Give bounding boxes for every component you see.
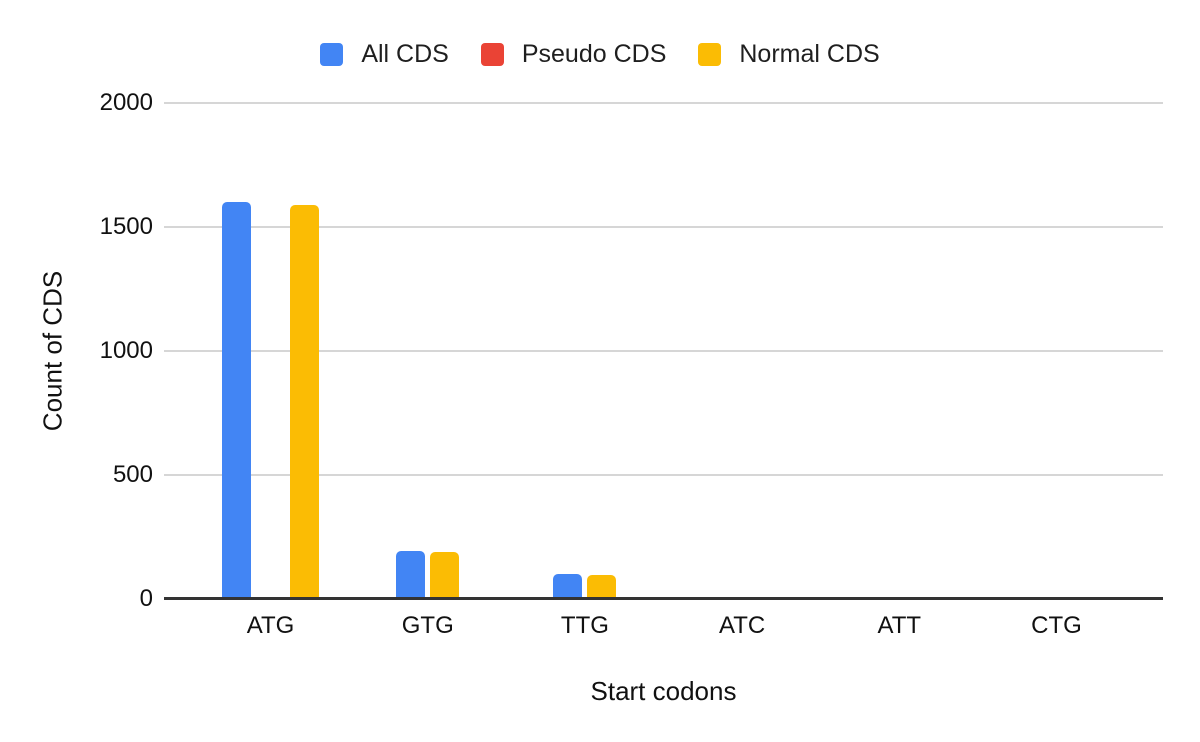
legend-label-pseudo-cds: Pseudo CDS	[521, 40, 667, 68]
bar-ttg-normal-cds	[587, 575, 617, 599]
bar-group-ctg	[978, 103, 1135, 599]
legend-item-pseudo-cds: Pseudo CDS	[480, 40, 667, 69]
y-tick-1500: 1500	[99, 213, 153, 240]
bar-atg-normal-cds	[290, 205, 320, 599]
gridline-1500	[164, 226, 1163, 228]
y-tick-0: 0	[139, 585, 153, 612]
legend-swatch-normal-cds	[698, 43, 722, 66]
legend-swatch-pseudo-cds	[480, 43, 504, 66]
legend-swatch-all-cds	[320, 43, 344, 66]
bar-group-atg	[192, 103, 349, 599]
bar-group-gtg	[349, 103, 506, 599]
category-label-ctg: CTG	[1031, 612, 1082, 639]
category-label-atc: ATC	[718, 612, 766, 639]
x-axis-title: Start codons	[590, 676, 737, 706]
legend-label-all-cds: All CDS	[361, 40, 449, 68]
bar-gtg-all-cds	[396, 551, 426, 599]
x-axis-baseline	[164, 597, 1163, 600]
category-label-gtg: GTG	[401, 612, 454, 639]
category-label-ttg: TTG	[560, 612, 609, 639]
bar-group-atc	[664, 103, 821, 599]
legend-label-normal-cds: Normal CDS	[739, 40, 880, 68]
bar-band	[192, 103, 1135, 599]
legend-item-normal-cds: Normal CDS	[698, 40, 880, 69]
y-tick-2000: 2000	[99, 89, 153, 116]
x-axis-category-labels: ATG GTG TTG ATC ATT CTG	[192, 612, 1135, 640]
bar-gtg-normal-cds	[430, 552, 460, 599]
category-label-att: ATT	[877, 612, 922, 639]
bar-group-ttg	[506, 103, 663, 599]
bar-group-att	[821, 103, 978, 599]
y-tick-1000: 1000	[99, 337, 153, 364]
bar-ttg-all-cds	[553, 574, 583, 599]
gridline-1000	[164, 350, 1163, 352]
plot-area	[164, 102, 1163, 600]
gridline-500	[164, 474, 1163, 476]
y-tick-500: 500	[112, 461, 153, 488]
y-axis-tick-labels: 0 500 1000 1500 2000	[40, 89, 153, 612]
gridline-2000	[164, 102, 1163, 104]
bar-atg-all-cds	[222, 202, 252, 599]
chart-legend: All CDS Pseudo CDS Normal CDS	[0, 40, 1200, 69]
category-label-atg: ATG	[246, 612, 295, 639]
legend-item-all-cds: All CDS	[320, 40, 449, 69]
